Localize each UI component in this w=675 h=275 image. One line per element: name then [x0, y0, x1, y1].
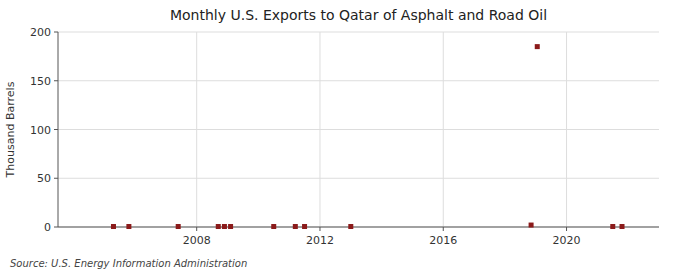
x-axis-line: [58, 227, 659, 228]
x-grid-line: [443, 32, 444, 227]
source-note: Source: U.S. Energy Information Administ…: [10, 258, 247, 269]
y-tick: [54, 227, 58, 228]
y-tick: [54, 32, 58, 33]
y-tick-label: 50: [37, 172, 51, 185]
y-grid-line: [58, 178, 659, 179]
x-tick: [443, 227, 444, 231]
point: [348, 224, 353, 229]
x-tick-label: 2016: [429, 234, 457, 247]
y-axis-label: Thousand Barrels: [4, 81, 17, 178]
chart-svg: Monthly U.S. Exports to Qatar of Asphalt…: [0, 0, 675, 275]
title: Monthly U.S. Exports to Qatar of Asphalt…: [170, 7, 547, 23]
point: [610, 224, 615, 229]
y-tick: [54, 178, 58, 179]
point: [126, 224, 131, 229]
grid: [58, 32, 659, 227]
x-tick: [196, 227, 197, 231]
x-grid-line: [319, 32, 320, 227]
x-tick: [319, 227, 320, 231]
y-tick-label: 100: [30, 124, 51, 137]
y-grid-line: [58, 227, 659, 228]
x-grid-line: [196, 32, 197, 227]
y-tick-label: 150: [30, 75, 51, 88]
point: [111, 224, 116, 229]
point: [222, 224, 227, 229]
point: [302, 224, 307, 229]
y-grid-line: [58, 80, 659, 81]
point: [176, 224, 181, 229]
points: [111, 44, 625, 229]
y-grid-line: [58, 32, 659, 33]
y-tick-label: 200: [30, 26, 51, 39]
x-tick-label: 2020: [553, 234, 581, 247]
y-tick: [54, 129, 58, 130]
axes: 2008 2012 2016 2020 0 50 100 150 200: [30, 26, 581, 247]
point: [293, 224, 298, 229]
chart-container: Monthly U.S. Exports to Qatar of Asphalt…: [0, 0, 675, 275]
x-grid-line: [566, 32, 567, 227]
y-tick-label: 0: [44, 221, 51, 234]
y-tick: [54, 80, 58, 81]
point: [535, 44, 540, 49]
point: [529, 223, 534, 228]
point: [216, 224, 221, 229]
x-tick-label: 2012: [306, 234, 334, 247]
point: [620, 224, 625, 229]
x-tick: [566, 227, 567, 231]
point: [228, 224, 233, 229]
point: [271, 224, 276, 229]
y-grid-line: [58, 129, 659, 130]
x-tick-label: 2008: [183, 234, 211, 247]
